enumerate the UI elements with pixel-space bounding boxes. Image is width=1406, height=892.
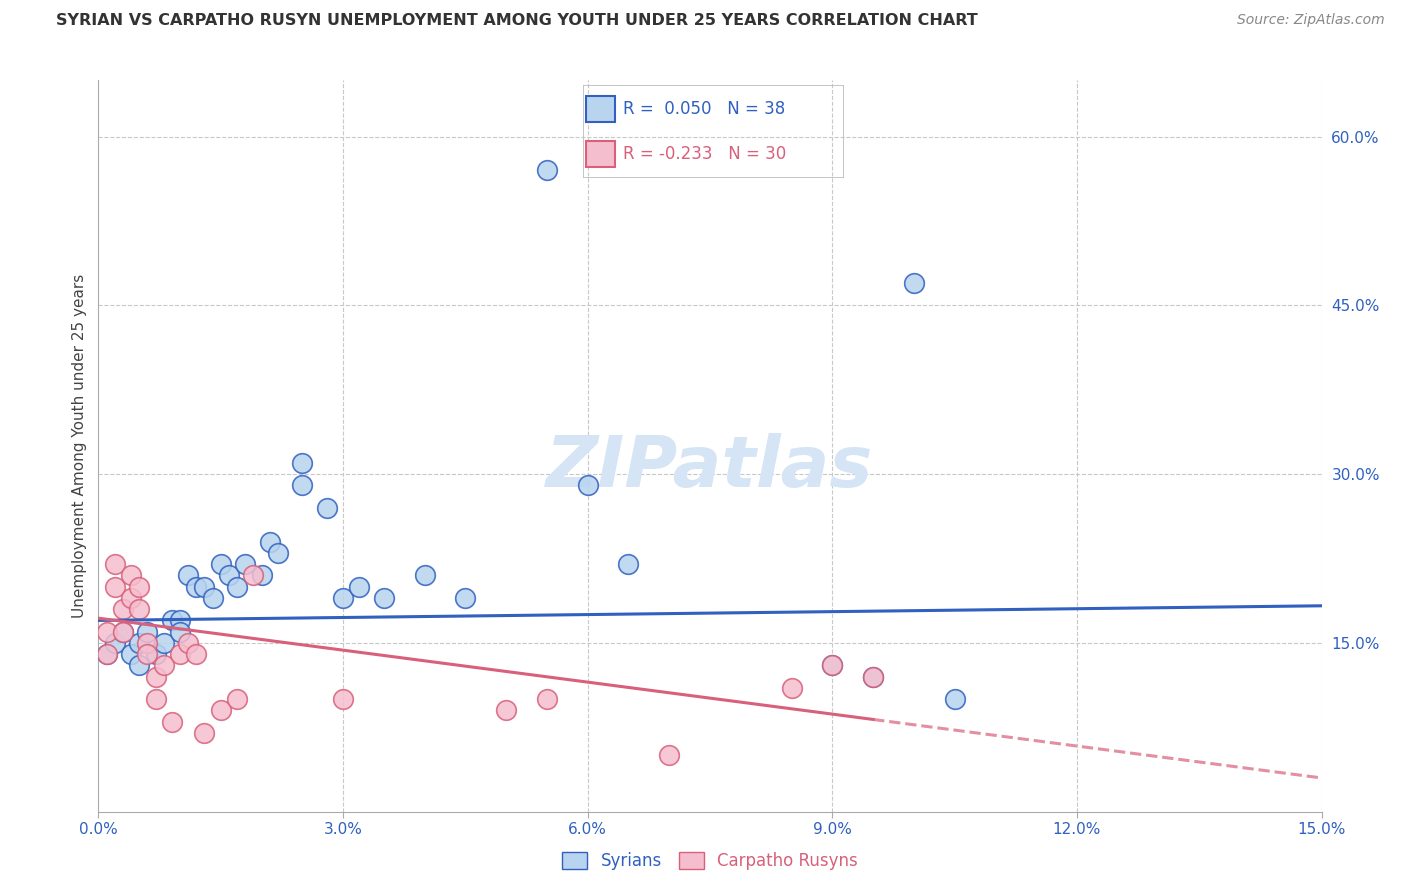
- Text: R =  0.050   N = 38: R = 0.050 N = 38: [623, 100, 785, 118]
- Point: [111, 624, 134, 639]
- Bar: [586, 96, 614, 122]
- Point: [209, 703, 232, 717]
- Point: [186, 580, 208, 594]
- Point: [145, 647, 167, 661]
- Point: [136, 636, 159, 650]
- Point: [120, 591, 142, 605]
- Point: [104, 557, 127, 571]
- Point: [120, 647, 142, 661]
- Point: [658, 748, 681, 763]
- Point: [136, 624, 159, 639]
- Text: R = -0.233   N = 30: R = -0.233 N = 30: [623, 145, 786, 163]
- Point: [862, 670, 884, 684]
- Point: [291, 478, 314, 492]
- Point: [209, 557, 232, 571]
- Point: [111, 602, 134, 616]
- Point: [821, 658, 844, 673]
- Legend: Syrians, Carpatho Rusyns: Syrians, Carpatho Rusyns: [555, 845, 865, 877]
- Point: [104, 636, 127, 650]
- Point: [943, 692, 966, 706]
- Point: [576, 478, 599, 492]
- Point: [96, 624, 118, 639]
- Point: [242, 568, 264, 582]
- Point: [193, 580, 215, 594]
- Point: [233, 557, 256, 571]
- Point: [413, 568, 436, 582]
- Text: ZIPatlas: ZIPatlas: [547, 434, 873, 502]
- Point: [495, 703, 517, 717]
- Point: [349, 580, 371, 594]
- Point: [332, 692, 354, 706]
- Point: [169, 647, 191, 661]
- Point: [128, 602, 150, 616]
- Point: [267, 546, 290, 560]
- Point: [177, 568, 200, 582]
- Text: Source: ZipAtlas.com: Source: ZipAtlas.com: [1237, 13, 1385, 28]
- Point: [145, 692, 167, 706]
- Point: [259, 534, 281, 549]
- Point: [145, 670, 167, 684]
- Point: [903, 276, 925, 290]
- Point: [373, 591, 395, 605]
- Point: [291, 456, 314, 470]
- Point: [332, 591, 354, 605]
- Point: [315, 500, 337, 515]
- Point: [96, 647, 118, 661]
- Point: [454, 591, 477, 605]
- Point: [177, 636, 200, 650]
- Text: SYRIAN VS CARPATHO RUSYN UNEMPLOYMENT AMONG YOUTH UNDER 25 YEARS CORRELATION CHA: SYRIAN VS CARPATHO RUSYN UNEMPLOYMENT AM…: [56, 13, 979, 29]
- Point: [218, 568, 240, 582]
- Y-axis label: Unemployment Among Youth under 25 years: Unemployment Among Youth under 25 years: [72, 274, 87, 618]
- Point: [104, 580, 127, 594]
- Point: [128, 636, 150, 650]
- Point: [201, 591, 224, 605]
- Point: [862, 670, 884, 684]
- Point: [120, 568, 142, 582]
- Point: [128, 580, 150, 594]
- Point: [226, 692, 249, 706]
- Point: [160, 614, 183, 628]
- Point: [226, 580, 249, 594]
- Bar: [586, 141, 614, 167]
- Point: [617, 557, 640, 571]
- Point: [136, 647, 159, 661]
- Point: [780, 681, 803, 695]
- Point: [193, 726, 215, 740]
- Point: [152, 658, 174, 673]
- Point: [169, 624, 191, 639]
- Point: [152, 636, 174, 650]
- Point: [250, 568, 273, 582]
- Point: [536, 692, 558, 706]
- Point: [169, 614, 191, 628]
- Point: [160, 714, 183, 729]
- Point: [821, 658, 844, 673]
- Point: [186, 647, 208, 661]
- Point: [96, 647, 118, 661]
- Point: [128, 658, 150, 673]
- Point: [111, 624, 134, 639]
- Point: [536, 163, 558, 178]
